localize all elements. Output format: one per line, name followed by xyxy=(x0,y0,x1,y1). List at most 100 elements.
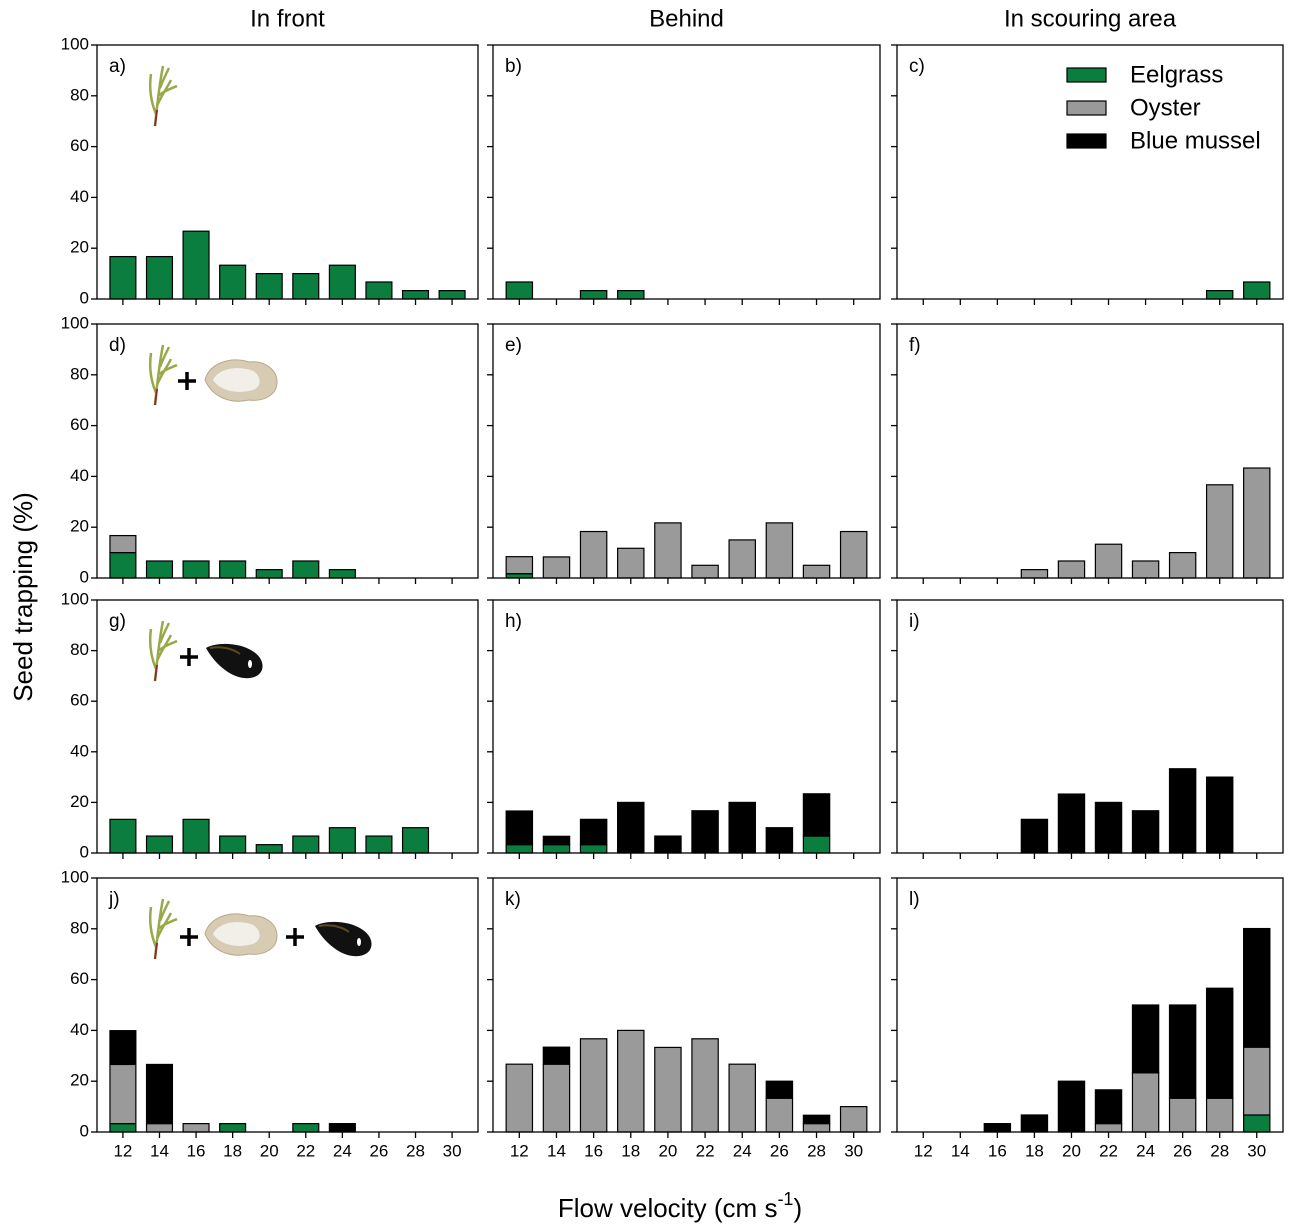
legend-label: Oyster xyxy=(1130,94,1201,121)
panel-label: l) xyxy=(909,889,920,910)
bar-segment xyxy=(1170,553,1196,578)
bar-segment xyxy=(110,1064,136,1123)
panel-label: f) xyxy=(909,335,921,356)
x-tick-label: 26 xyxy=(1173,1141,1192,1160)
legend-label: Blue mussel xyxy=(1130,127,1261,154)
bar-segment xyxy=(220,265,246,299)
x-tick-label: 28 xyxy=(1210,1141,1229,1160)
y-tick-label: 40 xyxy=(70,466,89,485)
y-tick-label: 80 xyxy=(70,640,89,659)
x-tick-label: 12 xyxy=(113,1141,132,1160)
bar-segment xyxy=(147,1064,173,1123)
bar-segment xyxy=(1058,794,1084,853)
panel-label: h) xyxy=(505,611,522,632)
bar-segment xyxy=(220,836,246,853)
bar-segment xyxy=(1132,561,1158,578)
y-tick-label: 0 xyxy=(80,842,89,861)
bar-segment xyxy=(403,828,429,853)
x-tick-label: 26 xyxy=(369,1141,388,1160)
bar-segment xyxy=(618,291,644,299)
x-tick-label: 16 xyxy=(187,1141,206,1160)
panel-frame xyxy=(493,324,880,578)
legend-swatch xyxy=(1067,68,1106,82)
bar-segment xyxy=(293,561,319,578)
bar-segment xyxy=(1021,1115,1047,1132)
bar-segment xyxy=(329,828,355,853)
bar-segment xyxy=(543,1047,569,1064)
bar-segment xyxy=(506,282,532,299)
y-tick-label: 80 xyxy=(70,85,89,104)
bar-segment xyxy=(1244,1047,1270,1115)
x-tick-label: 24 xyxy=(733,1141,752,1160)
bar-segment xyxy=(403,291,429,299)
x-tick-label: 14 xyxy=(150,1141,169,1160)
bar-segment xyxy=(329,570,355,578)
y-tick-label: 100 xyxy=(61,313,89,332)
x-tick-label: 30 xyxy=(443,1141,462,1160)
x-tick-label: 28 xyxy=(807,1141,826,1160)
bar-segment xyxy=(729,540,755,578)
y-tick-label: 100 xyxy=(61,867,89,886)
bar-segment xyxy=(803,836,829,853)
x-axis-label-text: Flow velocity (cm s xyxy=(558,1193,778,1223)
bar-segment xyxy=(293,1124,319,1132)
panel-frame xyxy=(97,600,478,853)
y-tick-label: 60 xyxy=(70,969,89,988)
bar-segment xyxy=(183,1124,209,1132)
bar-segment xyxy=(506,811,532,845)
panel-label: k) xyxy=(505,889,521,910)
y-tick-label: 0 xyxy=(80,1121,89,1140)
bar-segment xyxy=(1207,1098,1233,1132)
x-tick-label: 30 xyxy=(844,1141,863,1160)
bar-segment xyxy=(692,565,718,578)
bar-segment xyxy=(1207,988,1233,1098)
bar-segment xyxy=(1058,561,1084,578)
bar-segment xyxy=(580,1039,606,1132)
bar-segment xyxy=(329,265,355,299)
x-tick-label: 16 xyxy=(988,1141,1007,1160)
legend-swatch xyxy=(1067,101,1106,115)
x-tick-label: 26 xyxy=(770,1141,789,1160)
y-tick-label: 40 xyxy=(70,1020,89,1039)
bar-segment xyxy=(439,291,465,299)
bar-segment xyxy=(841,1107,867,1132)
x-tick-label: 22 xyxy=(1099,1141,1118,1160)
bar-segment xyxy=(1021,570,1047,578)
bar-segment xyxy=(506,557,532,574)
bar-segment xyxy=(580,845,606,853)
y-tick-label: 60 xyxy=(70,415,89,434)
bar-segment xyxy=(1132,1073,1158,1132)
x-tick-label: 18 xyxy=(223,1141,242,1160)
bar-segment xyxy=(1132,1005,1158,1073)
y-tick-label: 20 xyxy=(70,1071,89,1090)
x-axis-label-end: ) xyxy=(793,1193,802,1223)
bar-segment xyxy=(655,523,681,578)
panel-label: c) xyxy=(909,56,925,77)
y-tick-label: 60 xyxy=(70,691,89,710)
y-tick-label: 80 xyxy=(70,918,89,937)
x-tick-label: 16 xyxy=(584,1141,603,1160)
bar-segment xyxy=(543,1064,569,1132)
column-title: In front xyxy=(250,5,325,32)
x-tick-label: 28 xyxy=(406,1141,425,1160)
x-tick-label: 18 xyxy=(621,1141,640,1160)
panel-label: g) xyxy=(109,611,126,632)
bar-segment xyxy=(618,548,644,578)
bar-segment xyxy=(366,282,392,299)
y-tick-label: 60 xyxy=(70,136,89,155)
bar-segment xyxy=(110,257,136,299)
x-tick-label: 14 xyxy=(547,1141,566,1160)
y-tick-label: 100 xyxy=(61,589,89,608)
bar-segment xyxy=(1207,777,1233,853)
bar-segment xyxy=(147,1124,173,1132)
bar-segment xyxy=(110,819,136,853)
bar-segment xyxy=(766,828,792,853)
bar-segment xyxy=(841,532,867,578)
panel-label: j) xyxy=(108,889,120,910)
panel-label: a) xyxy=(109,56,126,77)
bar-segment xyxy=(256,274,282,299)
x-tick-label: 20 xyxy=(1062,1141,1081,1160)
bar-segment xyxy=(543,836,569,844)
bar-segment xyxy=(543,557,569,578)
x-tick-label: 18 xyxy=(1025,1141,1044,1160)
